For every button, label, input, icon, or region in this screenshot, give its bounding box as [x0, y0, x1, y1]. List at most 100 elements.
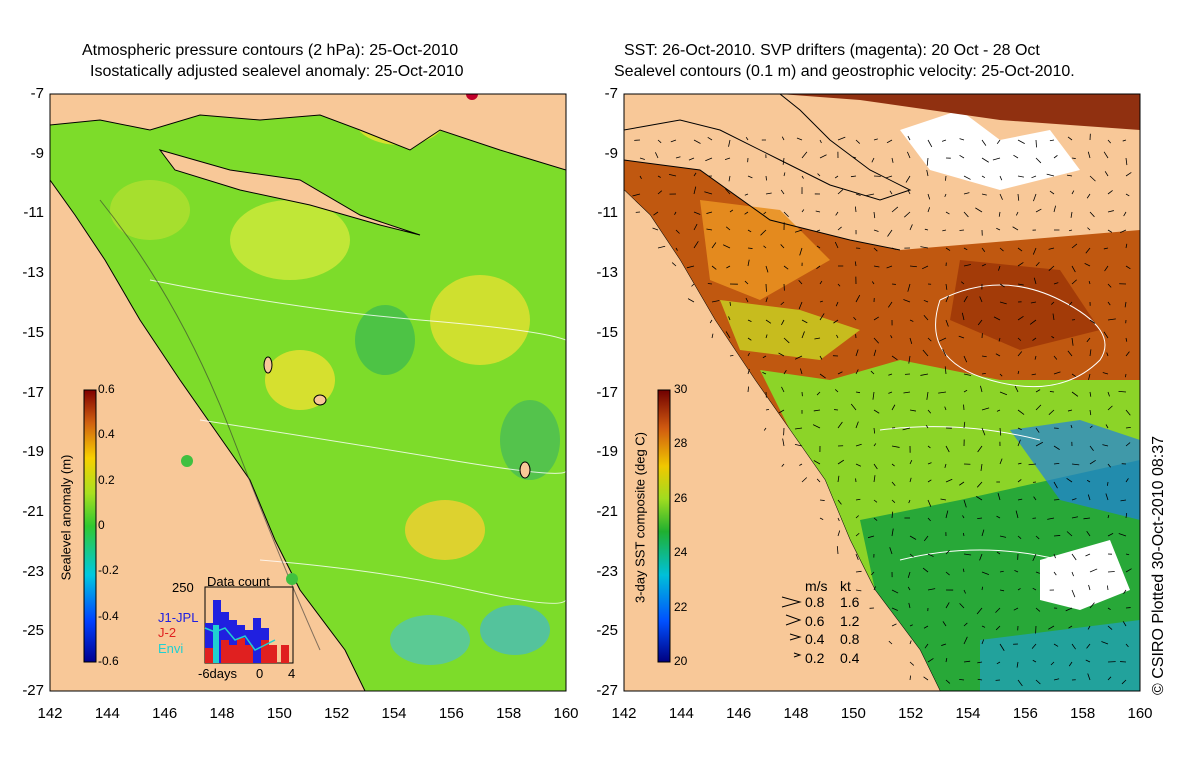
velocity-vector: [728, 139, 731, 147]
left-lat-tick-2: -11: [23, 204, 44, 222]
velocity-vector: [855, 532, 860, 537]
velocity-vector: [886, 265, 893, 269]
vector-key-header-kt: kt: [840, 578, 851, 594]
velocity-vector: [1103, 331, 1109, 339]
velocity-vector: [908, 602, 911, 609]
vector-key-ms-1: 0.6: [805, 612, 825, 629]
velocity-vector: [909, 337, 913, 344]
velocity-vector: [996, 515, 1001, 519]
velocity-vector: [705, 157, 713, 162]
velocity-vector: [873, 229, 879, 232]
velocity-vector: [762, 372, 767, 375]
velocity-vector: [1107, 318, 1116, 321]
velocity-vector: [909, 409, 917, 412]
velocity-vector: [765, 334, 768, 339]
velocity-vector: [926, 157, 929, 166]
velocity-vector: [1053, 535, 1061, 537]
velocity-vector: [963, 296, 968, 303]
left-lat-tick-8: -23: [22, 562, 44, 580]
velocity-vector: [765, 319, 772, 324]
inset-legend-j1: J1-JPL: [158, 610, 199, 625]
velocity-vector: [817, 173, 821, 177]
velocity-vector: [1032, 337, 1037, 341]
velocity-vector: [1017, 462, 1022, 465]
velocity-vector: [999, 391, 1008, 396]
velocity-vector: [959, 154, 965, 159]
velocity-vector: [891, 607, 898, 611]
velocity-vector: [837, 189, 844, 195]
velocity-vector: [909, 624, 913, 627]
velocity-vector: [959, 481, 965, 486]
velocity-vector: [1107, 405, 1113, 411]
velocity-vector: [995, 353, 1001, 357]
velocity-vector: [745, 297, 749, 303]
velocity-vector: [819, 300, 823, 303]
velocity-vector: [873, 586, 876, 591]
velocity-vector: [762, 355, 767, 359]
right-lon-tick-4: 150: [840, 705, 866, 722]
velocity-vector: [801, 331, 805, 339]
velocity-vector: [652, 227, 659, 231]
velocity-vector: [902, 427, 911, 431]
velocity-vector: [963, 211, 969, 218]
velocity-vector: [837, 226, 842, 231]
velocity-vector: [816, 245, 821, 249]
velocity-vector: [907, 586, 911, 591]
velocity-vector: [855, 193, 861, 196]
velocity-vector: [940, 498, 947, 501]
velocity-vector: [819, 517, 824, 520]
velocity-vector: [963, 175, 971, 180]
data-count-inset: [204, 586, 294, 664]
velocity-vector: [1066, 531, 1073, 537]
velocity-vector: [763, 211, 767, 215]
velocity-vector: [1032, 587, 1037, 591]
velocity-vector: [873, 409, 880, 414]
velocity-vector: [1066, 477, 1073, 483]
velocity-vector: [783, 370, 787, 375]
velocity-vector: [781, 319, 785, 326]
velocity-vector: [1053, 355, 1058, 360]
velocity-vector: [1017, 351, 1023, 357]
velocity-vector: [1030, 301, 1037, 304]
velocity-vector: [816, 229, 821, 232]
velocity-vector: [707, 136, 713, 141]
velocity-vector: [945, 247, 951, 251]
velocity-vector: [819, 499, 825, 501]
velocity-vector: [850, 175, 857, 178]
velocity-vector: [1035, 679, 1041, 685]
velocity-vector: [1035, 404, 1042, 411]
velocity-vector: [657, 245, 666, 249]
velocity-vector: [657, 175, 661, 178]
velocity-vector: [747, 319, 752, 322]
vector-key-kt-2: 0.8: [840, 631, 860, 647]
velocity-vector: [1125, 512, 1128, 519]
velocity-vector: [1124, 301, 1127, 308]
right-lat-tick-2: -11: [597, 204, 618, 222]
velocity-vector: [687, 298, 695, 303]
velocity-vector: [711, 265, 717, 270]
velocity-vector: [999, 535, 1007, 538]
velocity-vector: [855, 369, 859, 375]
velocity-vector: [852, 156, 857, 159]
velocity-vector: [891, 463, 895, 467]
velocity-vector: [1033, 193, 1037, 202]
velocity-vector: [693, 241, 699, 249]
velocity-vector: [744, 193, 749, 196]
velocity-vector: [855, 206, 857, 213]
velocity-vector: [1118, 390, 1127, 393]
velocity-vector: [1089, 211, 1095, 218]
velocity-vector: [812, 424, 821, 429]
velocity-vector: [1107, 585, 1109, 591]
velocity-vector: [837, 475, 840, 483]
velocity-vector: [999, 458, 1003, 465]
left-lon-tick-4: 150: [266, 705, 292, 722]
velocity-vector: [909, 460, 913, 465]
velocity-vector: [1013, 154, 1019, 159]
velocity-vector: [1120, 229, 1127, 233]
velocity-vector: [781, 463, 785, 467]
velocity-vector: [981, 571, 990, 576]
vector-key-header-ms: m/s: [805, 578, 828, 594]
vector-key-ms-2: 0.4: [805, 631, 825, 647]
velocity-vector: [765, 408, 770, 411]
velocity-vector: [709, 319, 713, 324]
